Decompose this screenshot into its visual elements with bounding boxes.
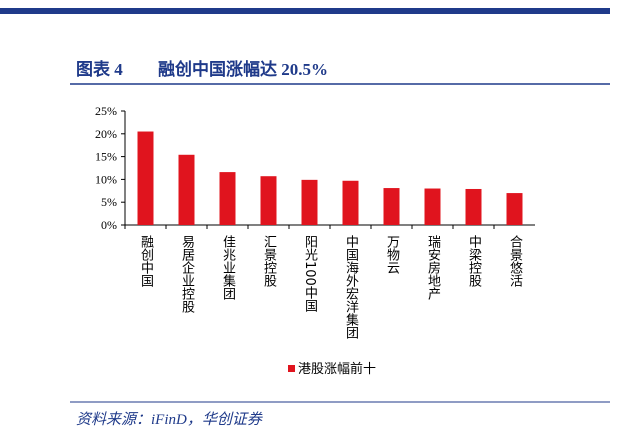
x-tick-label: 融创中国 (138, 235, 154, 287)
legend-label: 港股涨幅前十 (298, 361, 376, 377)
y-tick-label: 20% (95, 127, 117, 141)
figure-label: 图表 4 (76, 59, 123, 79)
x-tick-label: 佳兆业集团 (220, 235, 236, 300)
x-tick-label: 阳光100中国 (302, 235, 318, 312)
x-tick-label: 汇景控股 (261, 235, 277, 288)
bar (260, 176, 277, 225)
x-tick-label: 易居企业控股 (179, 235, 195, 314)
y-tick-label: 5% (101, 195, 117, 209)
y-tick-label: 10% (95, 172, 117, 186)
x-tick-label: 中国海外宏洋集团 (343, 235, 359, 339)
x-tick-label: 合景悠活 (507, 235, 523, 287)
bar (219, 172, 236, 225)
bar (178, 154, 195, 225)
bar (301, 179, 318, 225)
x-tick-label: 万物云 (384, 235, 400, 274)
y-tick-label: 25% (95, 104, 117, 118)
bar (465, 188, 482, 225)
x-tick-label: 中梁控股 (466, 235, 482, 288)
bar (137, 131, 154, 225)
y-tick-label: 15% (95, 150, 117, 164)
x-tick-label: 瑞安房地产 (425, 235, 441, 301)
bar (506, 193, 523, 225)
bar (342, 180, 359, 225)
chart-title: 融创中国涨幅达 20.5% (158, 59, 328, 79)
header-bar (0, 8, 610, 14)
y-tick-label: 0% (101, 218, 117, 232)
bar (383, 188, 400, 225)
source: 资料来源：iFinD，华创证券 (76, 411, 263, 428)
bar (424, 188, 441, 225)
legend-swatch (288, 365, 295, 372)
